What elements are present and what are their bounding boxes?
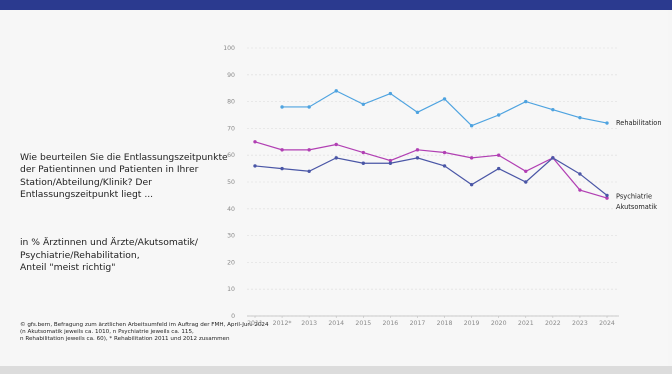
data-point [442, 150, 447, 155]
chart-lines [253, 89, 609, 200]
data-point [307, 169, 311, 173]
data-point [496, 113, 501, 117]
data-point [605, 121, 609, 125]
data-point [524, 99, 528, 104]
y-tick-label: 70 [227, 125, 235, 132]
x-tick-label: 2012* [273, 320, 292, 327]
data-point [388, 161, 393, 165]
data-point [334, 156, 338, 160]
chart-grid [247, 47, 619, 318]
source-note: © gfs.bern, Befragung zum ärztlichen Arb… [20, 322, 269, 342]
data-point [496, 166, 501, 171]
x-tick-label: 2014 [328, 320, 344, 327]
x-tick-label: 2015 [355, 320, 371, 327]
series-label: Rehabilitation [616, 119, 662, 127]
data-point [524, 169, 528, 173]
series-line [254, 141, 608, 199]
data-point [469, 124, 474, 128]
data-point [253, 164, 257, 168]
x-tick-label: 2013 [301, 320, 317, 327]
y-tick-label: 100 [223, 45, 235, 52]
chart-labels: 0 10 20 30 40 50 60 70 80 90 100 2011 2012* 2013 2014 2… [223, 45, 661, 327]
x-tick-label: 2019 [464, 320, 480, 327]
question-subtext: in % Ärztinnen und Ärzte/Akutsomatik/ Ps… [20, 237, 198, 273]
data-point [280, 148, 284, 152]
y-tick-label: 90 [227, 72, 235, 79]
y-tick-label: 20 [227, 259, 235, 266]
x-tick-label: 2023 [572, 320, 588, 327]
bottom-bar [0, 366, 672, 374]
y-tick-label: 0 [231, 313, 235, 320]
data-point [361, 161, 366, 165]
data-point [578, 115, 582, 120]
data-point [442, 164, 447, 168]
data-point [442, 97, 447, 101]
x-tick-label: 2018 [437, 320, 453, 327]
x-tick-label: 2021 [518, 320, 534, 327]
question-text: Wie beurteilen Sie die Entlassungszeitpu… [20, 152, 228, 200]
data-point [280, 105, 284, 109]
data-point [361, 150, 366, 155]
data-point [578, 172, 582, 176]
x-tick-label: 2024 [599, 320, 615, 327]
content-panel [10, 10, 668, 366]
x-tick-label: 2020 [491, 320, 507, 327]
data-point [388, 158, 393, 163]
data-point [496, 153, 501, 157]
data-point [415, 156, 420, 160]
y-tick-label: 60 [227, 152, 235, 159]
data-point [280, 166, 284, 171]
series-line [282, 90, 608, 127]
data-point [388, 91, 393, 96]
y-tick-label: 40 [227, 206, 235, 213]
x-tick-label: 2011 [247, 320, 263, 327]
x-tick-label: 2016 [383, 320, 399, 327]
data-point [605, 193, 609, 198]
x-tick-label: 2022 [545, 320, 561, 327]
data-point [551, 107, 555, 112]
y-tick-label: 30 [227, 233, 235, 240]
data-point [253, 140, 257, 144]
data-point [469, 182, 474, 187]
data-point [307, 148, 311, 152]
series-label: Akutsomatik [616, 203, 657, 211]
data-point [334, 89, 338, 93]
data-point [469, 156, 474, 160]
data-point [551, 156, 555, 160]
top-accent-bar [0, 0, 672, 10]
y-tick-label: 10 [227, 286, 235, 293]
series-label: Psychiatrie [616, 192, 652, 200]
y-tick-label: 80 [227, 99, 235, 106]
series-line [254, 157, 608, 196]
question-block: Wie beurteilen Sie die Entlassungszeitpu… [20, 140, 230, 286]
data-point [605, 196, 609, 200]
data-point [307, 105, 311, 109]
y-tick-label: 50 [227, 179, 235, 186]
data-point [415, 148, 420, 152]
data-point [334, 142, 338, 147]
data-point [361, 102, 366, 106]
x-tick-label: 2017 [410, 320, 426, 327]
data-point [524, 180, 528, 184]
data-point [415, 110, 420, 115]
data-point [578, 188, 582, 192]
